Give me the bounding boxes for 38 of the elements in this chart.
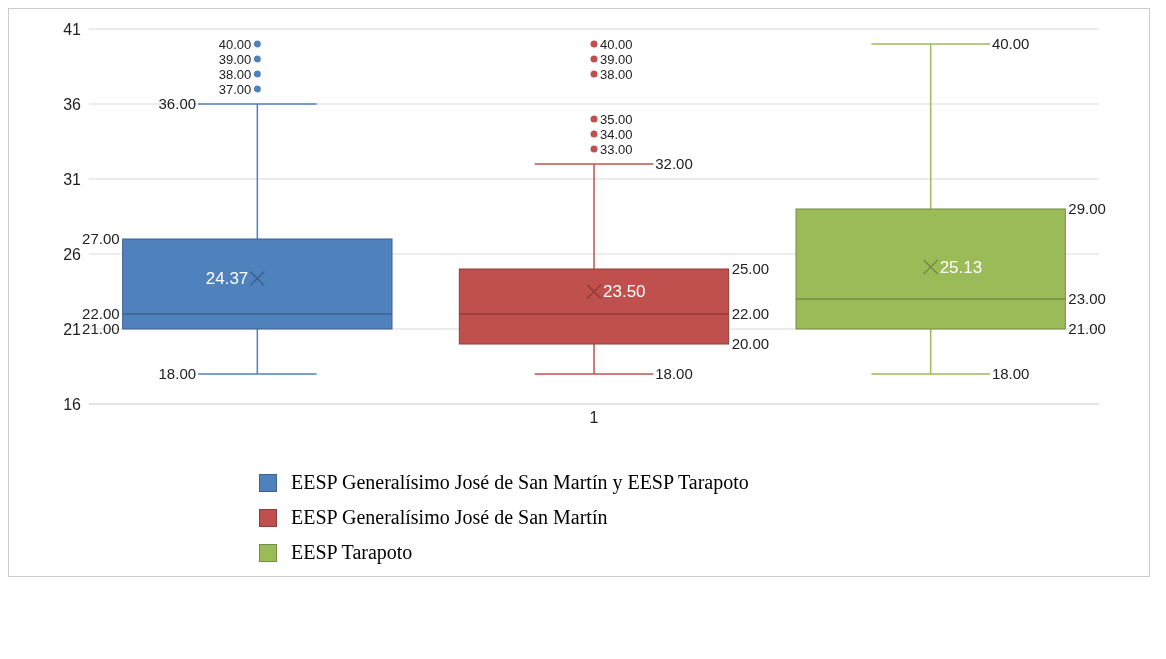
annotation: 24.37 bbox=[205, 269, 249, 289]
annotation: 38.00 bbox=[600, 66, 633, 82]
annotation: 40.00 bbox=[218, 36, 252, 52]
annotation: 25.00 bbox=[731, 260, 770, 278]
annotation: 22.00 bbox=[731, 305, 770, 323]
annotation: 21.00 bbox=[82, 320, 120, 338]
y-tick-label: 21 bbox=[63, 320, 82, 338]
annotation: 34.00 bbox=[600, 126, 633, 142]
annotation: 39.00 bbox=[600, 51, 633, 67]
annotation: 39.00 bbox=[218, 51, 252, 67]
y-tick-label: 26 bbox=[63, 245, 82, 263]
y-tick-label: 16 bbox=[63, 395, 82, 413]
annotation: 20.00 bbox=[731, 335, 770, 353]
annotation: 35.00 bbox=[600, 111, 633, 127]
annotation: 23.00 bbox=[1068, 290, 1106, 308]
x-tick-label: 1 bbox=[589, 409, 599, 427]
legend-label: EESP Generalísimo José de San Martín bbox=[291, 506, 608, 529]
annotation: 29.00 bbox=[1068, 200, 1106, 218]
y-tick-label: 31 bbox=[63, 170, 82, 188]
annotation: 36.00 bbox=[158, 95, 197, 113]
annotation: 33.00 bbox=[600, 141, 633, 157]
annotation: 18.00 bbox=[158, 365, 197, 383]
annotation: 21.00 bbox=[1068, 320, 1106, 338]
legend-label: EESP Tarapoto bbox=[291, 541, 413, 564]
annotation: 22.00 bbox=[82, 305, 120, 323]
annotation: 40.00 bbox=[600, 36, 633, 52]
annotation: 18.00 bbox=[991, 365, 1030, 383]
legend-label: EESP Generalísimo José de San Martín y EESP Tarapoto bbox=[291, 471, 749, 494]
annotation: 27.00 bbox=[82, 230, 120, 248]
y-tick-label: 41 bbox=[63, 20, 82, 38]
annotation: 37.00 bbox=[218, 81, 252, 97]
y-tick-label: 36 bbox=[63, 95, 82, 113]
annotation: 38.00 bbox=[218, 66, 252, 82]
annotation: 18.00 bbox=[655, 365, 693, 383]
annotation: 23.50 bbox=[603, 282, 646, 302]
annotation: 32.00 bbox=[655, 155, 693, 173]
annotation: 25.13 bbox=[939, 258, 983, 277]
annotation: 40.00 bbox=[991, 35, 1030, 53]
